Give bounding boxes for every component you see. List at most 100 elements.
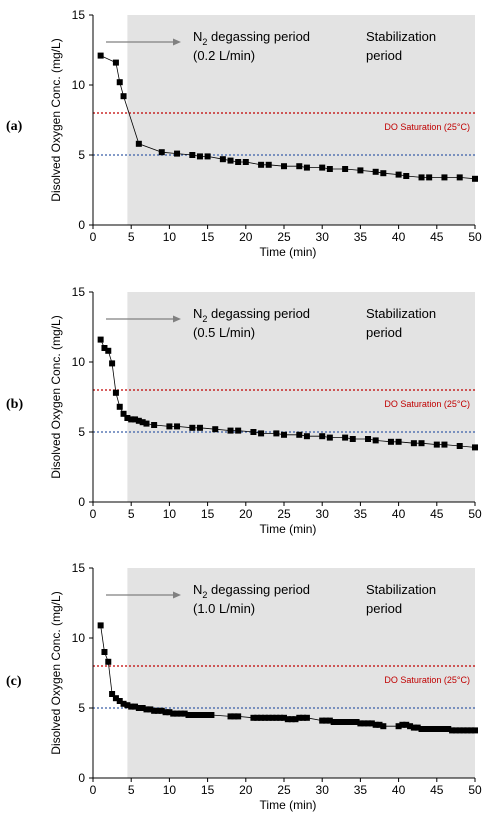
x-axis-title: Time (min) bbox=[260, 798, 317, 812]
data-point bbox=[147, 706, 154, 713]
data-point bbox=[277, 714, 284, 721]
degassing-rate: (0.2 L/min) bbox=[193, 48, 255, 63]
data-point bbox=[219, 156, 226, 163]
data-point bbox=[200, 712, 207, 718]
x-tick-label: 25 bbox=[277, 507, 291, 521]
x-tick-label: 10 bbox=[163, 230, 177, 244]
arrow-head bbox=[173, 38, 181, 46]
data-point bbox=[456, 727, 463, 734]
data-point bbox=[120, 700, 127, 707]
data-point bbox=[158, 149, 165, 156]
y-axis-title: Disolved Oxygen Conc. (mg/L) bbox=[49, 591, 63, 754]
stabilization-region bbox=[127, 292, 475, 502]
data-point bbox=[441, 174, 448, 181]
x-axis-title: Time (min) bbox=[260, 245, 317, 259]
data-point bbox=[414, 724, 421, 731]
data-point bbox=[109, 360, 116, 367]
data-point bbox=[258, 430, 265, 437]
data-point bbox=[410, 724, 417, 731]
data-point bbox=[342, 166, 349, 172]
data-point bbox=[433, 441, 440, 448]
x-tick-label: 45 bbox=[430, 230, 444, 244]
y-tick-label: 15 bbox=[72, 285, 86, 299]
data-point bbox=[166, 423, 173, 430]
x-tick-label: 5 bbox=[128, 783, 135, 797]
data-point bbox=[258, 714, 265, 721]
stabilization-region bbox=[127, 15, 475, 225]
data-point bbox=[174, 710, 181, 717]
degassing-label-n: N bbox=[193, 29, 202, 44]
degassing-label-subscript: 2 bbox=[202, 590, 207, 600]
data-point bbox=[208, 712, 215, 718]
data-point bbox=[281, 163, 287, 170]
x-tick-label: 45 bbox=[430, 783, 444, 797]
data-point bbox=[300, 714, 307, 721]
data-point bbox=[338, 719, 345, 725]
x-tick-label: 40 bbox=[392, 507, 406, 521]
data-point bbox=[116, 79, 123, 86]
y-tick-label: 10 bbox=[72, 78, 86, 92]
x-tick-label: 50 bbox=[468, 783, 482, 797]
data-point bbox=[112, 389, 119, 396]
data-point bbox=[319, 433, 326, 440]
panel-label: (c) bbox=[6, 674, 22, 689]
data-point bbox=[124, 702, 131, 709]
x-tick-label: 10 bbox=[163, 783, 177, 797]
data-point bbox=[326, 166, 333, 172]
data-point bbox=[112, 695, 119, 702]
panel-label: (b) bbox=[6, 397, 23, 412]
x-tick-label: 25 bbox=[277, 783, 291, 797]
data-point bbox=[418, 726, 425, 732]
arrow-head bbox=[173, 591, 181, 599]
x-tick-label: 0 bbox=[90, 507, 97, 521]
data-point bbox=[281, 431, 287, 438]
data-point bbox=[456, 443, 463, 449]
data-point bbox=[231, 713, 238, 720]
data-point bbox=[261, 714, 268, 721]
data-point bbox=[196, 153, 203, 160]
data-point bbox=[273, 430, 280, 437]
data-point bbox=[334, 719, 341, 725]
data-point bbox=[132, 416, 139, 423]
data-point bbox=[166, 709, 173, 716]
x-tick-label: 35 bbox=[354, 230, 368, 244]
data-point bbox=[174, 150, 181, 157]
data-point bbox=[120, 410, 127, 417]
data-point bbox=[452, 727, 459, 734]
data-point bbox=[128, 416, 135, 423]
data-point bbox=[143, 420, 150, 427]
degassing-label: N2 degassing period bbox=[193, 582, 310, 600]
x-tick-label: 50 bbox=[468, 230, 482, 244]
data-point bbox=[296, 163, 303, 170]
data-point bbox=[426, 726, 433, 732]
x-tick-label: 30 bbox=[316, 230, 330, 244]
data-point bbox=[380, 723, 387, 730]
data-point bbox=[433, 726, 440, 732]
data-point bbox=[399, 721, 406, 728]
x-tick-label: 5 bbox=[128, 507, 135, 521]
x-tick-label: 50 bbox=[468, 507, 482, 521]
x-axis-title: Time (min) bbox=[260, 522, 317, 536]
data-point bbox=[284, 716, 291, 723]
data-point bbox=[365, 436, 372, 442]
data-point bbox=[456, 174, 463, 181]
data-point bbox=[429, 726, 436, 732]
degassing-label-rest: degassing period bbox=[207, 306, 310, 321]
data-point bbox=[395, 171, 402, 178]
data-point bbox=[204, 153, 211, 160]
data-point bbox=[250, 429, 257, 435]
data-point bbox=[250, 714, 257, 721]
y-tick-label: 15 bbox=[72, 561, 86, 575]
data-point bbox=[105, 347, 112, 354]
data-point bbox=[154, 707, 161, 714]
data-point bbox=[139, 705, 146, 711]
data-point bbox=[135, 140, 142, 147]
data-point bbox=[109, 691, 116, 697]
data-point bbox=[185, 712, 192, 718]
y-tick-label: 0 bbox=[78, 771, 85, 785]
x-tick-label: 45 bbox=[430, 507, 444, 521]
data-point bbox=[410, 440, 417, 447]
data-point bbox=[193, 712, 200, 718]
degassing-label-n: N bbox=[193, 582, 202, 597]
